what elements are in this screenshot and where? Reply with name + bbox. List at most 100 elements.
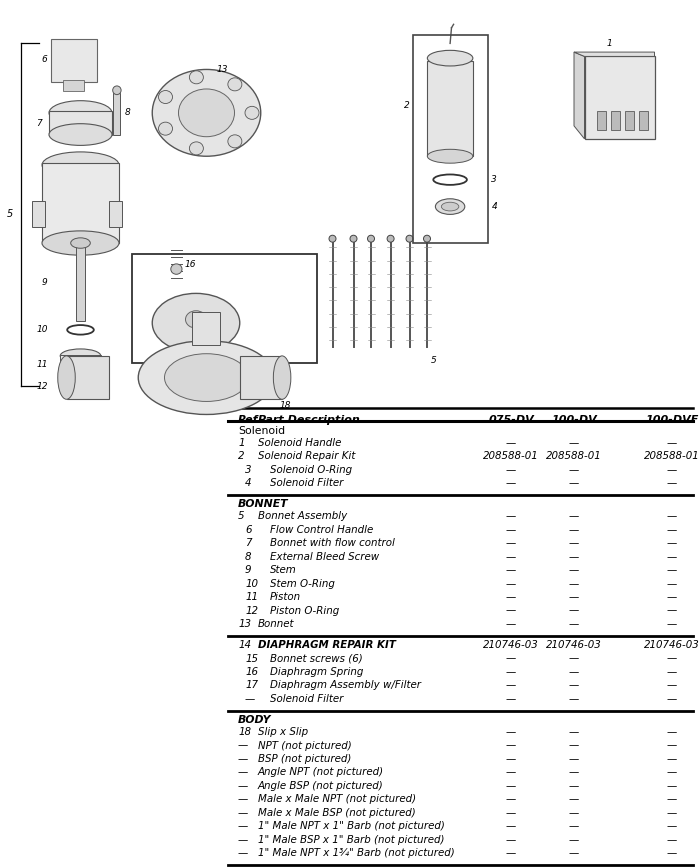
- Ellipse shape: [406, 235, 413, 242]
- Text: —: —: [667, 654, 677, 663]
- Text: 18: 18: [280, 401, 291, 410]
- Text: —: —: [506, 694, 516, 704]
- Ellipse shape: [153, 69, 260, 156]
- Text: —: —: [569, 781, 579, 791]
- Text: —: —: [667, 681, 677, 690]
- Text: —: —: [569, 681, 579, 690]
- Bar: [113, 93, 120, 135]
- Ellipse shape: [49, 101, 112, 125]
- Bar: [427, 61, 473, 156]
- Text: —: —: [569, 740, 579, 751]
- Text: 5: 5: [6, 209, 13, 220]
- Ellipse shape: [368, 235, 374, 242]
- Text: —: —: [667, 694, 677, 704]
- Text: —: —: [569, 694, 579, 704]
- Text: —: —: [506, 592, 516, 602]
- Text: —: —: [667, 808, 677, 818]
- Text: —: —: [667, 821, 677, 832]
- Text: —: —: [667, 848, 677, 858]
- Text: —: —: [667, 667, 677, 677]
- Text: —: —: [506, 767, 516, 778]
- Ellipse shape: [60, 349, 101, 363]
- Text: —: —: [569, 754, 579, 764]
- Bar: [32, 201, 45, 227]
- Text: —: —: [569, 667, 579, 677]
- Text: 4: 4: [245, 478, 251, 488]
- Text: —: —: [506, 681, 516, 690]
- Bar: [597, 111, 606, 130]
- Ellipse shape: [442, 202, 459, 211]
- Bar: [63, 80, 84, 91]
- Text: —: —: [238, 740, 248, 751]
- Text: Stem O-Ring: Stem O-Ring: [270, 579, 335, 589]
- Text: —: —: [238, 754, 248, 764]
- Text: Bonnet: Bonnet: [258, 619, 294, 629]
- Bar: [639, 111, 648, 130]
- Text: —: —: [569, 538, 579, 549]
- Text: —: —: [506, 437, 516, 448]
- Text: —: —: [667, 740, 677, 751]
- Ellipse shape: [387, 235, 394, 242]
- Text: BODY: BODY: [238, 715, 272, 725]
- Text: 6: 6: [245, 525, 251, 535]
- Bar: [60, 355, 101, 375]
- Ellipse shape: [424, 235, 430, 242]
- Bar: [109, 201, 122, 227]
- Text: Solenoid Filter: Solenoid Filter: [270, 478, 344, 488]
- Bar: [51, 39, 97, 82]
- Ellipse shape: [164, 354, 248, 401]
- Text: —: —: [506, 754, 516, 764]
- Ellipse shape: [153, 293, 239, 352]
- Ellipse shape: [427, 149, 473, 163]
- Text: —: —: [506, 552, 516, 562]
- Text: —: —: [506, 808, 516, 818]
- Ellipse shape: [71, 238, 90, 248]
- Text: —: —: [506, 565, 516, 575]
- Ellipse shape: [228, 135, 242, 148]
- Text: —: —: [667, 781, 677, 791]
- Text: —: —: [238, 781, 248, 791]
- Text: 5: 5: [238, 511, 244, 522]
- Text: —: —: [506, 525, 516, 535]
- Text: Solenoid: Solenoid: [238, 425, 285, 436]
- Text: —: —: [569, 794, 579, 805]
- Text: —: —: [506, 478, 516, 488]
- Text: 14: 14: [238, 640, 251, 650]
- Text: Solenoid Repair Kit: Solenoid Repair Kit: [258, 451, 355, 461]
- Text: —: —: [667, 579, 677, 589]
- Text: —: —: [667, 592, 677, 602]
- Ellipse shape: [60, 368, 101, 382]
- Text: 075-DV: 075-DV: [488, 415, 534, 425]
- Text: —: —: [667, 525, 677, 535]
- Text: Slip x Slip: Slip x Slip: [258, 727, 308, 737]
- Text: Diaphragm Spring: Diaphragm Spring: [270, 667, 363, 677]
- Text: —: —: [667, 606, 677, 615]
- Ellipse shape: [42, 231, 119, 255]
- Ellipse shape: [435, 199, 465, 214]
- Text: Diaphragm Assembly w/Filter: Diaphragm Assembly w/Filter: [270, 681, 421, 690]
- Text: —: —: [238, 848, 248, 858]
- Text: 16: 16: [245, 667, 258, 677]
- Text: 8: 8: [125, 108, 130, 117]
- Text: Flow Control Handle: Flow Control Handle: [270, 525, 374, 535]
- Text: 14: 14: [248, 370, 259, 378]
- Ellipse shape: [49, 124, 112, 146]
- Text: 12: 12: [245, 606, 258, 615]
- Text: Bonnet screws (6): Bonnet screws (6): [270, 654, 363, 663]
- Text: —: —: [238, 835, 248, 845]
- Text: 100-DVF: 100-DVF: [645, 415, 699, 425]
- Text: Solenoid Handle: Solenoid Handle: [258, 437, 341, 448]
- Bar: [49, 111, 112, 135]
- Text: 7: 7: [245, 538, 251, 549]
- Text: 6: 6: [41, 55, 47, 63]
- Text: —: —: [506, 848, 516, 858]
- Text: —: —: [667, 464, 677, 475]
- Ellipse shape: [158, 122, 172, 135]
- Text: 9: 9: [245, 565, 251, 575]
- Text: —: —: [506, 619, 516, 629]
- Text: —: —: [238, 794, 248, 805]
- Text: 11: 11: [245, 592, 258, 602]
- Text: —: —: [506, 727, 516, 737]
- Ellipse shape: [186, 311, 206, 328]
- Text: —: —: [569, 808, 579, 818]
